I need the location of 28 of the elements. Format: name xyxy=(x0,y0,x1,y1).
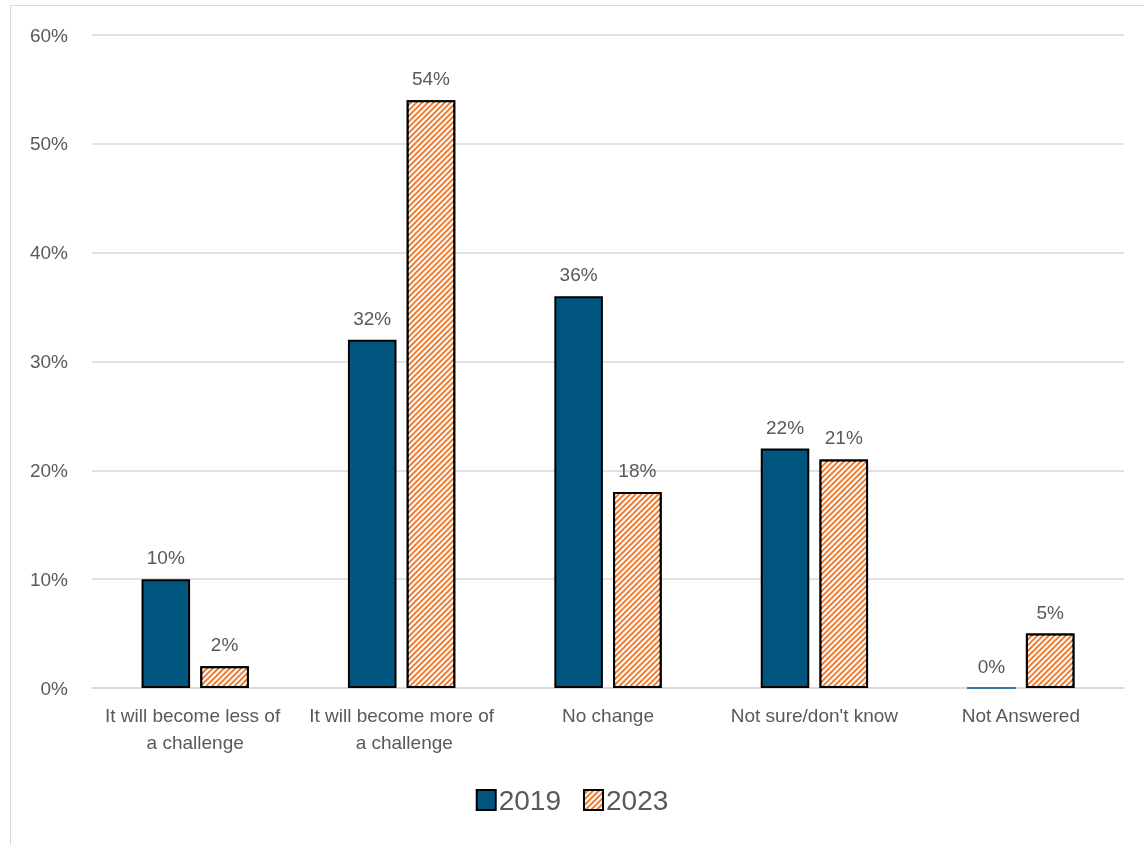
data-label: 2% xyxy=(210,634,239,656)
bar xyxy=(760,448,810,688)
legend-label: 2019 xyxy=(498,784,562,816)
data-label: 54% xyxy=(411,68,451,90)
y-tick-label: 40% xyxy=(29,242,69,264)
x-tick-label: It will become less of a challenge xyxy=(104,705,286,753)
y-tick-label: 30% xyxy=(29,351,69,372)
data-label: 5% xyxy=(1036,601,1065,623)
x-tick-label: Not Answered xyxy=(961,705,1080,726)
data-label: 0% xyxy=(977,655,1006,677)
legend-label: 2023 xyxy=(606,784,669,816)
data-label: 36% xyxy=(559,264,598,286)
data-label: 21% xyxy=(824,427,863,449)
y-tick-label: 50% xyxy=(29,133,69,155)
y-tick-label: 60% xyxy=(29,24,69,46)
x-tick-label: No change xyxy=(562,705,654,726)
bar xyxy=(141,579,191,688)
x-tick-label: It will become more of a challenge xyxy=(309,705,495,753)
y-tick-label: 20% xyxy=(29,459,69,481)
data-label: 22% xyxy=(766,416,805,438)
y-tick-label: 10% xyxy=(29,568,69,590)
data-label: 18% xyxy=(618,460,657,482)
y-tick-label: 0% xyxy=(40,677,69,699)
bar xyxy=(554,296,603,688)
data-label: 10% xyxy=(146,547,185,569)
bar xyxy=(347,339,397,688)
data-label: 32% xyxy=(353,307,392,329)
x-tick-label: Not sure/don't know xyxy=(730,705,899,726)
